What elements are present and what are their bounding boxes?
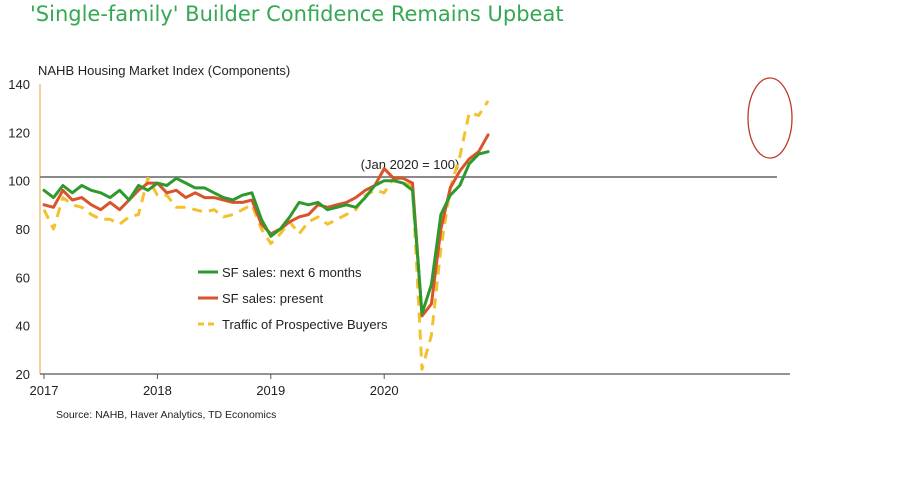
y-tick-label: 100 <box>8 174 30 189</box>
y-tick-label: 40 <box>16 319 30 334</box>
y-tick-label: 80 <box>16 222 30 237</box>
legend-label: SF sales: present <box>222 291 324 306</box>
x-tick-label: 2019 <box>256 383 285 398</box>
x-tick-label: 2017 <box>30 383 59 398</box>
series-line-next-6-months <box>42 150 490 316</box>
chart-title: 'Single-family' Builder Confidence Remai… <box>30 2 564 26</box>
y-tick-label: 140 <box>8 77 30 92</box>
y-axis-label: NAHB Housing Market Index (Components) <box>38 63 290 78</box>
reference-label: (Jan 2020 = 100) <box>361 157 460 172</box>
legend-label: SF sales: next 6 months <box>222 265 362 280</box>
highlight-circle <box>747 77 793 159</box>
x-tick-label: 2018 <box>143 383 172 398</box>
x-tick-label: 2020 <box>370 383 399 398</box>
source-note: Source: NAHB, Haver Analytics, TD Econom… <box>56 409 276 421</box>
legend-label: Traffic of Prospective Buyers <box>222 317 388 332</box>
y-tick-label: 20 <box>16 367 30 382</box>
y-tick-label: 120 <box>8 125 30 140</box>
y-tick-label: 60 <box>16 270 30 285</box>
